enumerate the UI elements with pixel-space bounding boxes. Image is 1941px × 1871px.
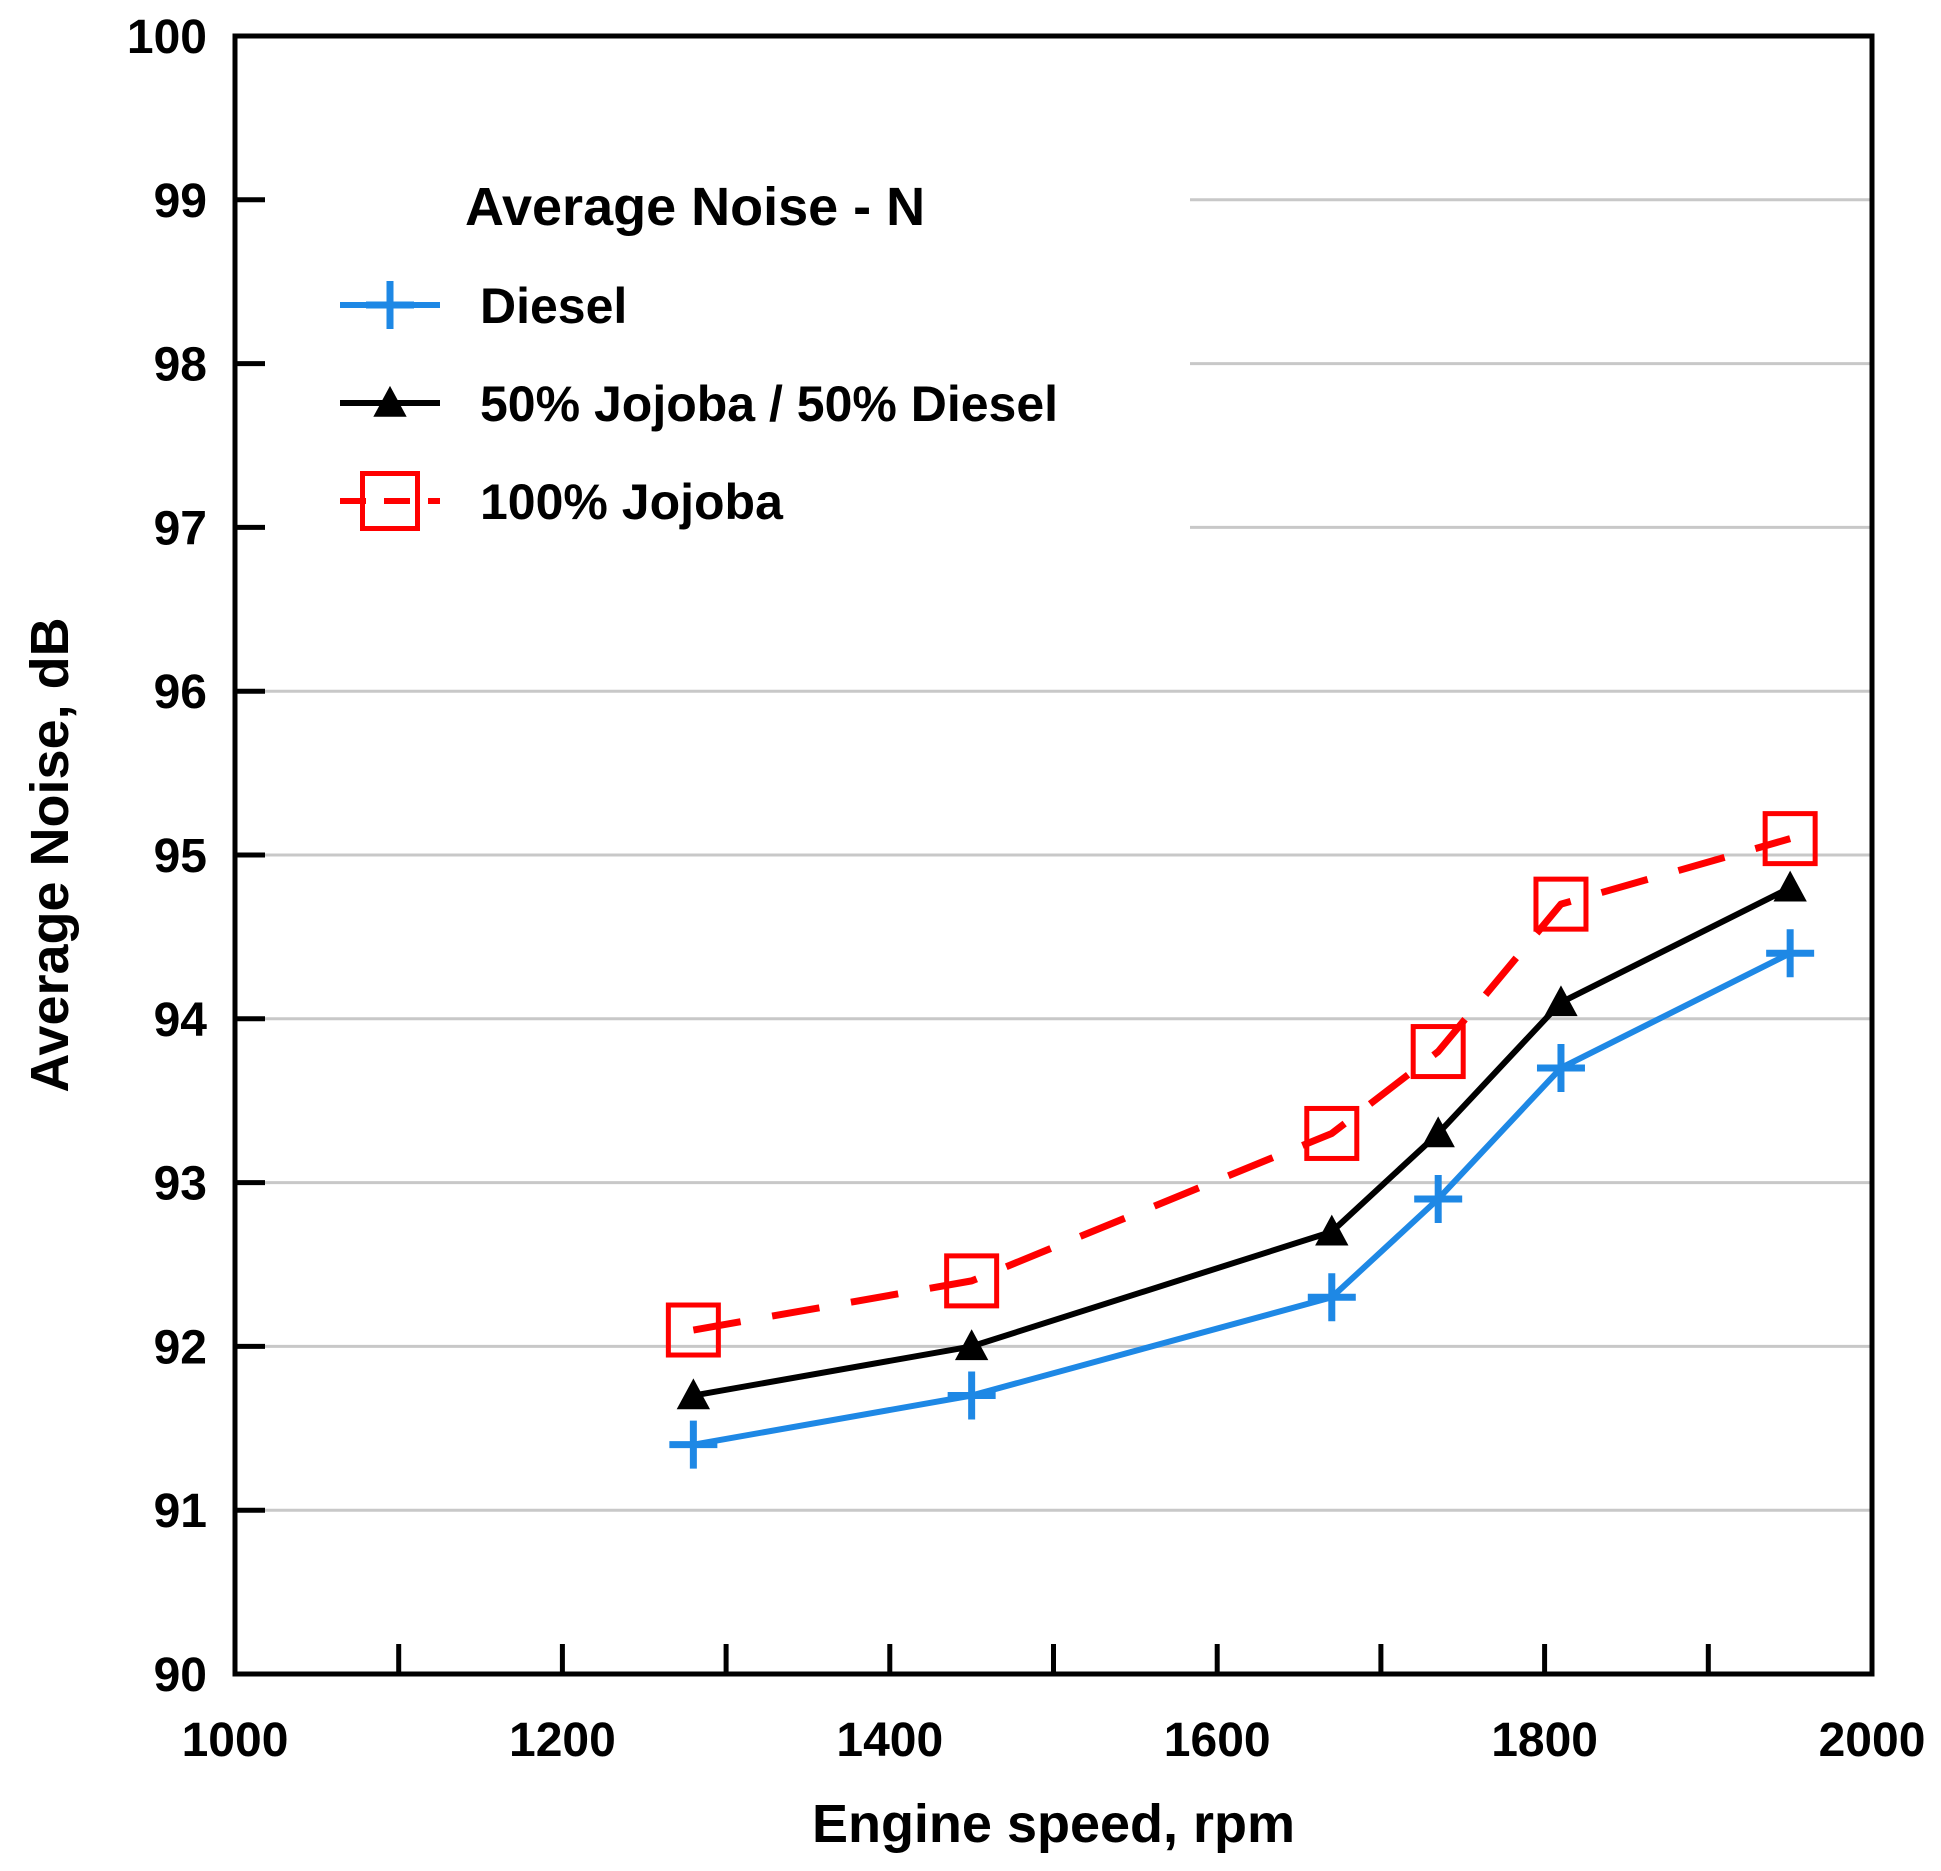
series-0-point-3: [1414, 1174, 1463, 1223]
y-tick-label-100: 100: [127, 11, 207, 64]
series-2-point-3: [1410, 1024, 1466, 1080]
legend-label-0: Diesel: [480, 278, 627, 334]
series-0-point-1: [947, 1371, 996, 1420]
legend-item-0: Diesel: [340, 278, 627, 334]
series-1-point-2: [1315, 1214, 1349, 1246]
x-axis-title: Engine speed, rpm: [812, 1794, 1295, 1854]
x-tick-label-1600: 1600: [1164, 1714, 1271, 1767]
x-tick-label-2000: 2000: [1819, 1714, 1926, 1767]
y-tick-label-96: 96: [154, 666, 207, 719]
series-2-point-4: [1533, 876, 1589, 932]
y-tick-label-94: 94: [154, 994, 208, 1047]
legend-marker-1: [373, 385, 407, 417]
legend: Average Noise - N Diesel 50% Jojoba / 50% …: [340, 177, 1058, 531]
y-tick-label-91: 91: [154, 1485, 207, 1538]
x-tick-label-1800: 1800: [1491, 1714, 1598, 1767]
x-tick-label-1400: 1400: [836, 1714, 943, 1767]
series-1-line: [692, 885, 1792, 1399]
legend-label-1: 50% Jojoba / 50% Diesel: [480, 376, 1058, 432]
series-2: [665, 811, 1818, 1358]
y-axis-title: Average Noise, dB: [20, 617, 80, 1092]
y-tick-label-93: 93: [154, 1158, 207, 1211]
series-1-point-4: [1544, 985, 1578, 1017]
y-tick-label-97: 97: [154, 502, 207, 555]
ticks: 90 91 92 93 94 95 96 97 98 99 100 1000 1200 1400 1600 1…: [127, 11, 1925, 1767]
legend-label-2: 100% Jojoba: [480, 474, 784, 530]
series-2-point-2: [1304, 1105, 1360, 1161]
legend-marker-2: [360, 471, 420, 531]
x-tick-label-1200: 1200: [509, 1714, 616, 1767]
legend-title: Average Noise - N: [465, 177, 925, 237]
legend-marker-0: [366, 281, 414, 329]
series-0-point-4: [1536, 1043, 1585, 1092]
series-0-point-5: [1766, 929, 1815, 978]
series-1-point-3: [1421, 1116, 1455, 1148]
y-tick-label-98: 98: [154, 339, 207, 392]
series-0-point-2: [1307, 1273, 1356, 1322]
x-tick-label-1000: 1000: [182, 1714, 289, 1767]
series-layer: [665, 811, 1818, 1469]
series-1-point-0: [676, 1378, 711, 1410]
series-2-point-1: [944, 1253, 1000, 1309]
series-1: [676, 870, 1807, 1410]
series-1-point-1: [954, 1329, 989, 1361]
series-0-line: [692, 950, 1792, 1448]
y-tick-label-95: 95: [154, 830, 207, 883]
legend-item-2: 100% Jojoba: [340, 471, 784, 531]
series-2-point-0: [665, 1302, 721, 1358]
series-2-point-5: [1762, 811, 1818, 867]
series-1-point-5: [1773, 870, 1807, 902]
legend-item-1: 50% Jojoba / 50% Diesel: [340, 376, 1058, 432]
y-tick-label-92: 92: [154, 1321, 207, 1374]
y-tick-label-90: 90: [154, 1649, 207, 1702]
series-0-point-0: [669, 1420, 718, 1469]
series-0: [669, 929, 1815, 1469]
series-2-line: [692, 835, 1792, 1334]
y-tick-label-99: 99: [154, 175, 207, 228]
